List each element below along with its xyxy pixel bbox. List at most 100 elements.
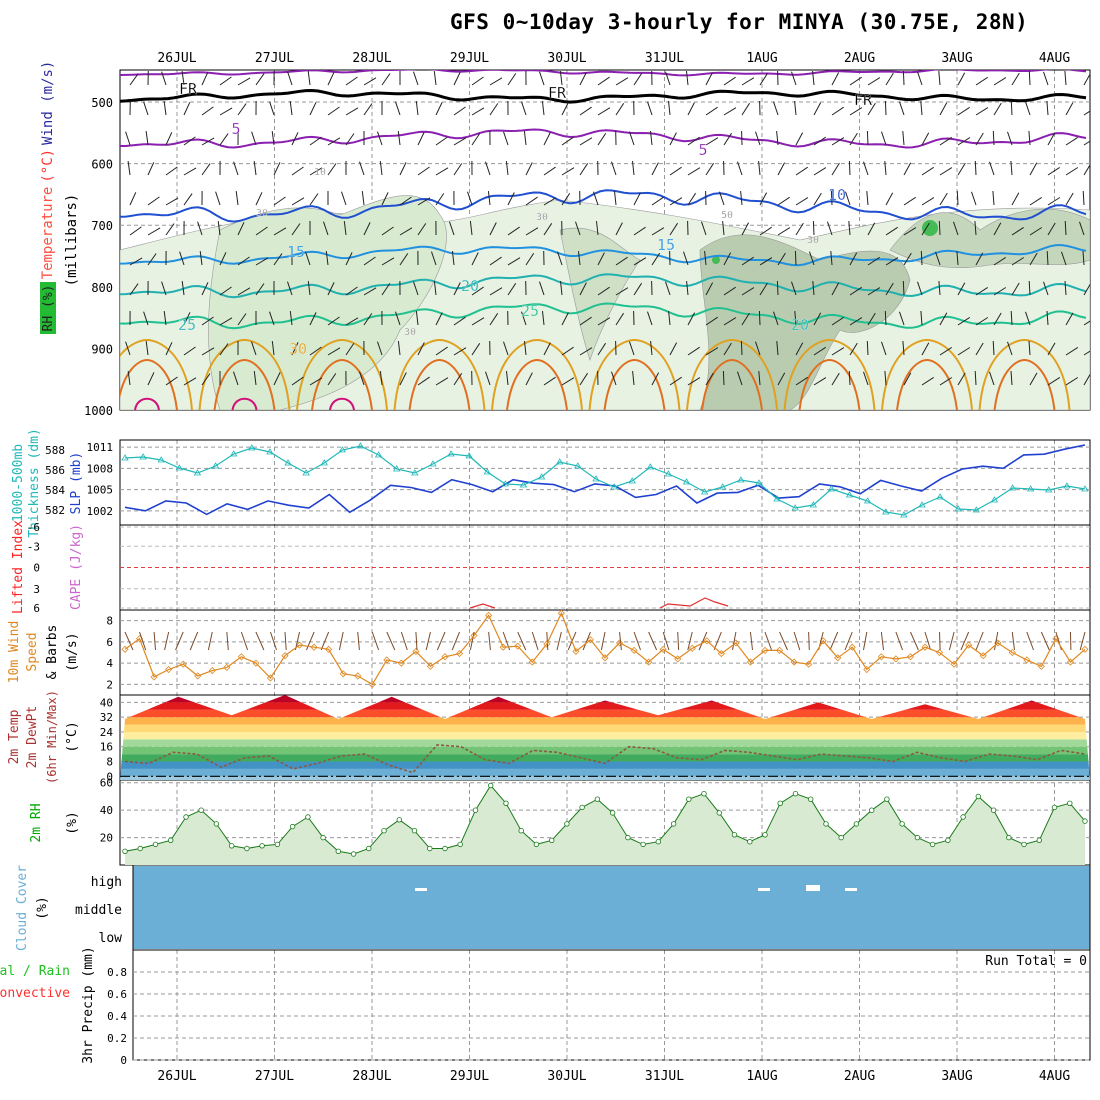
wind-barb bbox=[413, 71, 419, 86]
wind-barb bbox=[165, 197, 179, 206]
wind-point bbox=[1081, 645, 1089, 653]
isotherm-fr bbox=[120, 88, 1087, 104]
wind-barb bbox=[921, 197, 935, 206]
wind-barb-10m bbox=[488, 631, 491, 651]
wind-barb-10m bbox=[153, 631, 156, 651]
rh-point bbox=[945, 837, 951, 843]
wind-barb bbox=[687, 192, 697, 206]
rh-point bbox=[792, 791, 799, 797]
wind-barb bbox=[615, 222, 623, 236]
rh-point bbox=[594, 796, 601, 802]
rh-blob bbox=[922, 220, 938, 236]
wind-barb bbox=[451, 251, 455, 266]
thickness-tick: 582 bbox=[45, 504, 65, 517]
wind-barb bbox=[795, 197, 809, 206]
temp-tick: 16 bbox=[100, 741, 113, 754]
wind-barb bbox=[863, 161, 869, 176]
rh-point bbox=[609, 810, 616, 816]
thickness-point bbox=[356, 442, 365, 449]
wind-barb bbox=[885, 192, 894, 206]
wind10-label-4: (m/s) bbox=[65, 632, 80, 671]
wind-barb bbox=[993, 77, 1007, 86]
wind-barb bbox=[363, 287, 377, 296]
wind-barb bbox=[471, 317, 485, 326]
wind-barb bbox=[561, 377, 575, 386]
wind-barb bbox=[579, 137, 593, 146]
wind-barb bbox=[705, 137, 719, 146]
wind-barb bbox=[633, 226, 646, 236]
slp-tick: 1008 bbox=[87, 462, 114, 475]
wind-barb bbox=[1046, 250, 1049, 266]
wind-barb-10m bbox=[436, 631, 446, 651]
wind-barb bbox=[1065, 312, 1074, 326]
cloud-cover-fill bbox=[133, 866, 1090, 949]
rh2m-label-2: (%) bbox=[65, 811, 80, 834]
wind-barb bbox=[669, 376, 682, 386]
wind-barb bbox=[863, 371, 869, 386]
wind-barb-10m bbox=[338, 631, 344, 651]
wind-barb-10m bbox=[677, 631, 680, 651]
wind-barb bbox=[812, 281, 815, 296]
wind-barb bbox=[1010, 100, 1013, 116]
wind-barb bbox=[433, 71, 437, 86]
wind-barb bbox=[705, 316, 718, 326]
wind-barb bbox=[938, 280, 941, 296]
wind-barb-10m bbox=[793, 631, 801, 651]
date-label-bottom: 2AUG bbox=[844, 1069, 875, 1084]
rh-tick: 20 bbox=[100, 832, 113, 845]
contour-label: 30 bbox=[807, 235, 819, 246]
wind-barb bbox=[489, 287, 503, 296]
isotherm-30-loop bbox=[978, 338, 1071, 410]
wind-barb-10m bbox=[284, 631, 287, 651]
wind-barb bbox=[881, 341, 887, 356]
wind-barb bbox=[957, 372, 966, 386]
wind-barb bbox=[813, 102, 822, 116]
wind-barb bbox=[758, 161, 761, 176]
wind-barb bbox=[327, 347, 341, 356]
isotherm-30-loop bbox=[686, 338, 778, 410]
wind-barb bbox=[345, 317, 359, 326]
wind-barb bbox=[524, 341, 527, 356]
wind-barb bbox=[377, 131, 383, 146]
wind-barb bbox=[1064, 220, 1067, 236]
wind-barb bbox=[129, 257, 143, 266]
wind-barb bbox=[723, 342, 732, 356]
wind-barb bbox=[650, 341, 653, 356]
wind-barb bbox=[939, 102, 948, 116]
wind-barb bbox=[449, 221, 455, 236]
rh-point bbox=[869, 807, 875, 813]
wind-barb bbox=[597, 317, 611, 326]
wind-barb bbox=[849, 252, 858, 266]
rh-point bbox=[884, 796, 890, 802]
wind-barb bbox=[1028, 280, 1031, 296]
wind-barb bbox=[848, 221, 851, 236]
rh-point bbox=[716, 810, 722, 816]
wind-barb bbox=[975, 286, 988, 296]
wind-barb bbox=[579, 316, 592, 326]
wind-barb bbox=[1011, 72, 1020, 86]
wind-barb bbox=[831, 372, 840, 386]
temp-band bbox=[120, 739, 1090, 747]
isotherm-35-loop bbox=[798, 358, 861, 410]
wind-barb bbox=[776, 131, 779, 146]
date-label-top: 4AUG bbox=[1039, 51, 1070, 66]
thickness-point bbox=[646, 463, 654, 470]
wind-barb bbox=[956, 250, 959, 266]
wind-barb bbox=[759, 226, 772, 236]
wind-barb bbox=[668, 101, 671, 116]
isotherm-25 bbox=[120, 302, 1087, 330]
wind-barb bbox=[327, 137, 341, 146]
wind-barb bbox=[830, 190, 833, 206]
wind-barb bbox=[884, 370, 887, 386]
wind-barb bbox=[989, 161, 995, 176]
wind-barb bbox=[219, 286, 232, 296]
wind-barb bbox=[615, 256, 628, 266]
cloud-level-middle: middle bbox=[75, 903, 122, 918]
rh-point bbox=[350, 851, 357, 857]
isotherm-30-loop bbox=[198, 338, 291, 410]
wind-barb-10m bbox=[400, 631, 408, 651]
rh-point bbox=[137, 845, 143, 852]
rh-point bbox=[259, 843, 265, 849]
temp-tick: 40 bbox=[100, 696, 113, 709]
wind-barb bbox=[381, 257, 395, 266]
